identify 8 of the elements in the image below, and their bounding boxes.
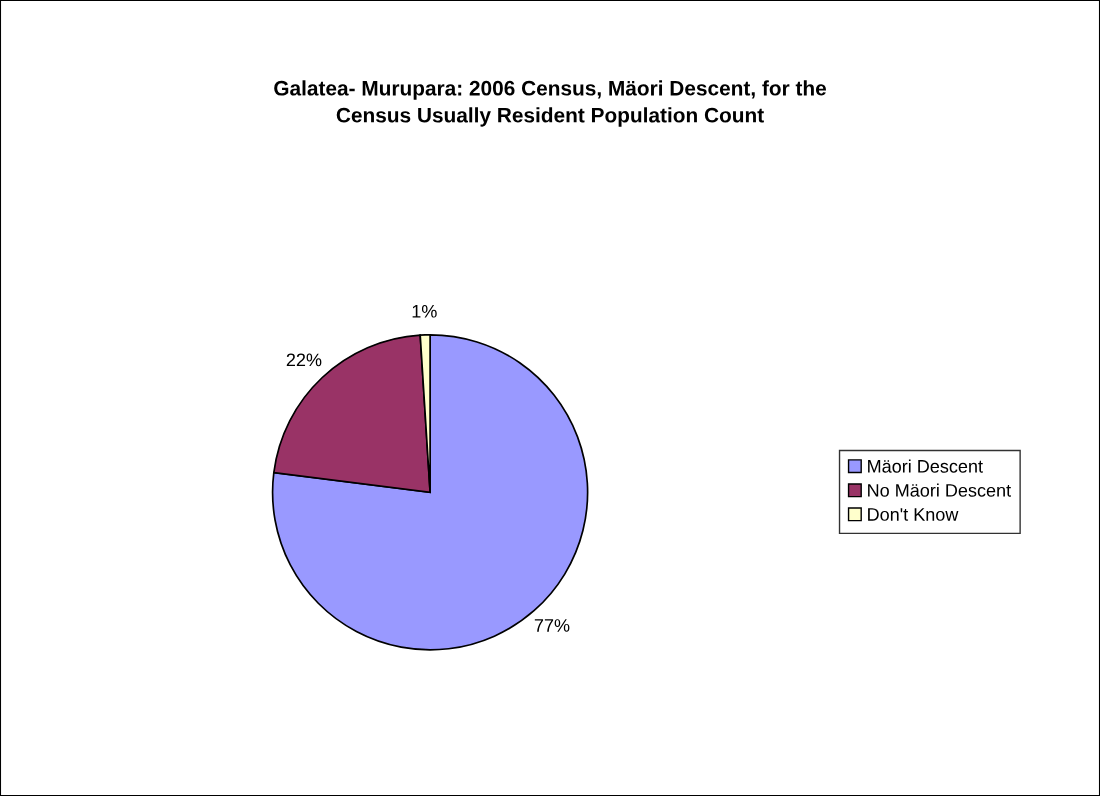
- legend-label: Mäori Descent: [868, 459, 983, 473]
- data-label: 1%: [412, 304, 437, 318]
- data-label: 22%: [286, 353, 322, 367]
- data-label: 77%: [534, 619, 570, 632]
- pie-slice: [271, 333, 589, 651]
- chart-title: Galatea- Murupara: 2006 Census, Mäori Descent, for the Census Usually Resident Population Count: [274, 80, 827, 127]
- legend-label: No Mäori Descent: [868, 483, 1011, 497]
- legend-label: Don't Know: [868, 508, 959, 521]
